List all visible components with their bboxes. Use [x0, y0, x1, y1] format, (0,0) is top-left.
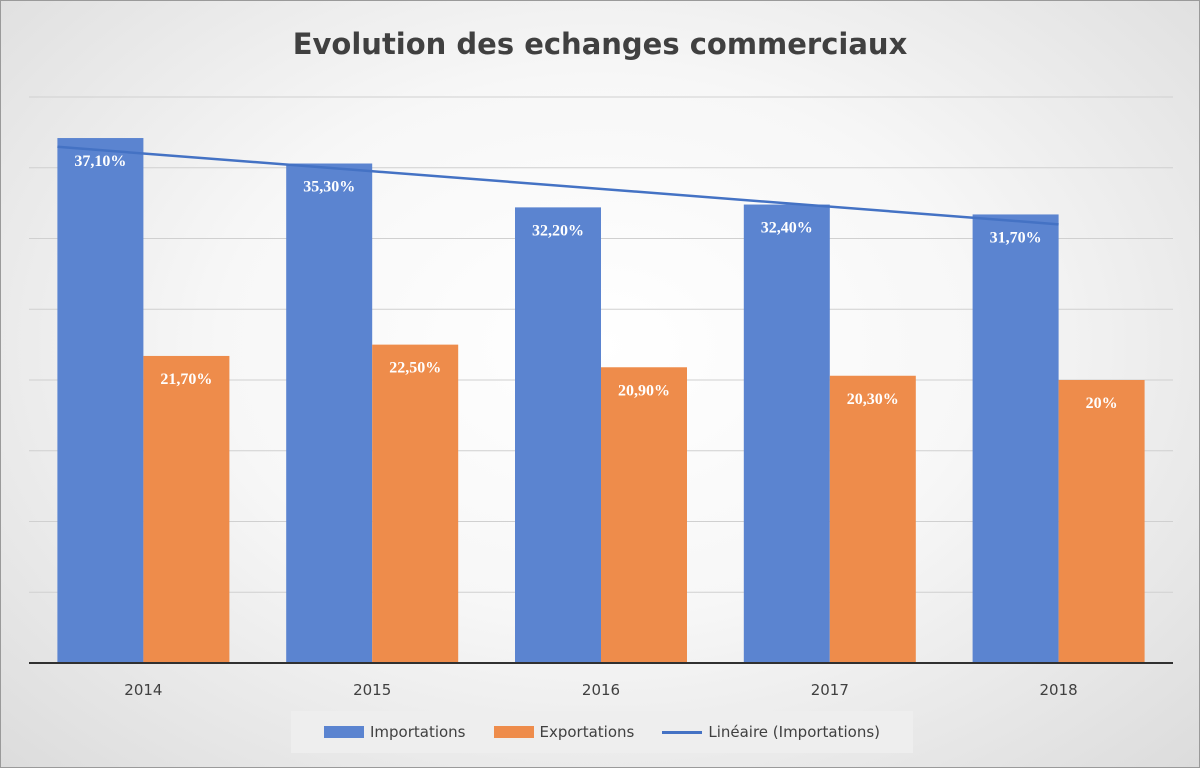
- bar-importations: [743, 204, 830, 664]
- legend-item-exportations: Exportations: [493, 723, 635, 741]
- bar-importations: [286, 163, 373, 663]
- x-tick-label: 2017: [811, 681, 849, 699]
- legend-label-exportations: Exportations: [539, 723, 635, 741]
- trendline: [57, 145, 1059, 226]
- data-label: 31,70%: [990, 229, 1042, 246]
- legend-item-trendline: Linéaire (Importations): [662, 723, 880, 741]
- bar-exportations: [601, 367, 687, 663]
- x-tick-label: 2015: [353, 681, 391, 699]
- bar-exportations: [1058, 380, 1145, 663]
- legend-label-trendline: Linéaire (Importations): [708, 723, 881, 741]
- data-label: 37,10%: [74, 153, 126, 170]
- x-tick-label: 2016: [582, 681, 620, 699]
- bar-exportations: [372, 344, 459, 663]
- bar-importations: [515, 207, 601, 663]
- legend-swatch-exportations: [493, 726, 534, 738]
- bar-importations: [57, 138, 144, 663]
- bar-exportations: [143, 355, 230, 663]
- legend-swatch-trendline: [662, 730, 703, 734]
- data-label: 20,90%: [618, 382, 670, 399]
- bar-exportations: [829, 375, 916, 663]
- chart-title: Evolution des echanges commerciaux: [292, 27, 908, 61]
- legend-label-importations: Importations: [369, 723, 466, 741]
- legend-item-importations: Importations: [323, 723, 466, 741]
- data-label: 20,30%: [847, 391, 899, 408]
- data-label: 21,70%: [160, 371, 212, 388]
- data-label: 22,50%: [389, 360, 441, 377]
- chart-legend: Importations Exportations Linéaire (Impo…: [291, 711, 913, 753]
- chart-plot: 37,10% 21,70% 2014 35,30% 22,50% 2015 32,20% 20…: [29, 96, 1173, 699]
- data-label: 32,20%: [532, 222, 584, 239]
- bar-importations: [972, 214, 1059, 663]
- x-tick-label: 2014: [124, 681, 162, 699]
- legend-swatch-importations: [323, 726, 364, 738]
- data-label: 20%: [1086, 395, 1118, 412]
- x-tick-label: 2018: [1040, 681, 1078, 699]
- data-label: 35,30%: [303, 179, 355, 196]
- data-label: 32,40%: [761, 220, 813, 237]
